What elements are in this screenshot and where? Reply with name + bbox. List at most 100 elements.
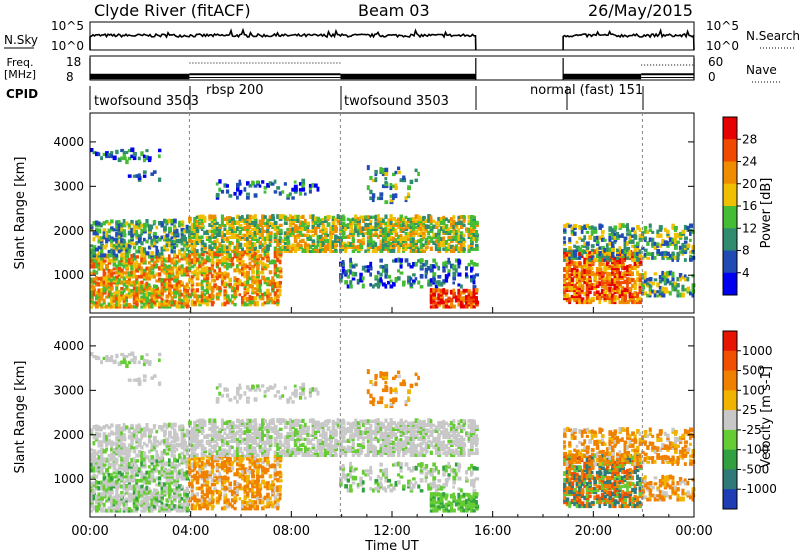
- power-cell-2686: [475, 262, 479, 267]
- velocity-cell-103: [107, 489, 112, 493]
- power-cell-1605: [258, 222, 263, 227]
- power-cell-441: [165, 267, 169, 271]
- power-cell-18: [92, 301, 96, 305]
- power-cell-934: [193, 260, 198, 265]
- power-cell-1290: [271, 299, 275, 305]
- power-cell-1801: [314, 226, 317, 231]
- power-cell-1052: [218, 267, 221, 273]
- power-cell-3135: [608, 275, 612, 281]
- power-cell-2460: [462, 237, 466, 241]
- power-cell-3503: [638, 238, 642, 242]
- velocity-cell-898: [142, 374, 147, 378]
- power-cell-2204: [399, 241, 403, 245]
- power-cell-2667: [457, 263, 461, 269]
- power-cell-3452: [616, 232, 619, 236]
- velocity-cell-69: [100, 463, 105, 467]
- power-cell-575: [95, 247, 99, 252]
- velocity-cell-840: [183, 454, 186, 460]
- power-cell-3222: [621, 262, 625, 267]
- power-cell-944: [195, 271, 200, 277]
- velocity-cell-35: [95, 494, 98, 499]
- power-cell-2045: [359, 239, 363, 243]
- power-cell-386: [158, 301, 162, 305]
- power-cell-1634: [266, 224, 271, 229]
- velocity-cell-647: [117, 447, 122, 452]
- power-cell-1451: [215, 221, 219, 225]
- velocity-cell-156: [115, 461, 119, 465]
- power-cell-3654: [656, 282, 661, 286]
- power-cell-1519: [236, 226, 239, 231]
- velocity-cell-711: [135, 424, 140, 428]
- power-cell-1061: [220, 276, 224, 281]
- power-cell-2620: [424, 267, 428, 273]
- velocity-cell-1137: [238, 472, 242, 477]
- velocity-cell-468: [170, 500, 174, 505]
- power-cell-2422: [452, 219, 456, 223]
- power-cell-2702: [379, 167, 383, 173]
- power-cell-477: [170, 257, 174, 263]
- power-cell-308: [142, 287, 147, 291]
- velocity-cell-611: [107, 458, 112, 462]
- power-cell-1127: [236, 267, 240, 273]
- power-cell-64: [100, 279, 104, 283]
- power-cell-1749: [298, 215, 303, 219]
- power-cell-1289: [268, 260, 272, 265]
- power-cell-1243: [258, 289, 262, 293]
- power-cell-1323: [276, 257, 280, 263]
- power-cell-695: [130, 227, 134, 232]
- power-cell-2949: [578, 288, 582, 293]
- velocity-cell-523: [180, 497, 184, 501]
- velocity-cell-1145: [241, 504, 245, 509]
- power-cell-1689: [283, 231, 288, 235]
- power-cell-745: [147, 224, 152, 228]
- power-cell-3702: [683, 288, 688, 292]
- velocity-cell-739: [145, 423, 149, 428]
- power-cell-436: [165, 281, 170, 287]
- power-cell-1227: [256, 281, 260, 285]
- velocity-cell-110: [107, 475, 112, 479]
- power-cell-3138: [608, 264, 612, 269]
- power-cell-1534: [241, 235, 245, 239]
- power-cell-2438: [457, 237, 461, 241]
- power-cell-129: [112, 291, 116, 295]
- power-cell-772: [160, 235, 164, 240]
- power-cell-1747: [298, 223, 303, 227]
- power-cell-1097: [228, 277, 232, 283]
- velocity-cell-952: [198, 474, 203, 479]
- power-cell-2738: [414, 178, 418, 183]
- power-cell-2195: [397, 245, 401, 249]
- freq-right-tick-bottom: 0: [708, 70, 716, 84]
- power-cell-239: [130, 264, 134, 269]
- velocity-cell-205: [125, 489, 129, 493]
- velocity-cell-996: [205, 474, 209, 479]
- velocity-cell-99: [107, 496, 111, 501]
- power-cell-3008: [588, 300, 593, 305]
- power-cell-2403: [449, 249, 454, 253]
- power-cell-206: [125, 280, 129, 285]
- power-cell-2882: [568, 285, 572, 291]
- power-cell-2091: [371, 233, 376, 237]
- power-cell-203: [125, 293, 128, 297]
- velocity-cell-777: [163, 442, 167, 446]
- power-cell-3661: [661, 293, 666, 298]
- velocity-cell-798: [170, 452, 174, 456]
- power-cell-620: [110, 239, 114, 244]
- velocity-cell-182: [120, 460, 124, 465]
- power-cell-353: [150, 270, 155, 275]
- power-cell-3: [90, 299, 94, 303]
- power-cell-578: [95, 229, 100, 234]
- power-cell-73: [102, 298, 106, 303]
- power-cell-2102: [374, 225, 379, 229]
- velocity-cell-279: [137, 486, 141, 491]
- power-cell-1593: [253, 214, 257, 219]
- power-cell-1973: [339, 221, 343, 225]
- velocity-cell-233: [130, 487, 134, 491]
- velocity-cell-516: [178, 470, 182, 475]
- power-cell-1022: [210, 261, 215, 265]
- power-cell-3460: [621, 233, 624, 238]
- velocity-cell-359: [152, 506, 157, 511]
- power-cell-3709: [691, 292, 695, 298]
- power-cell-2011: [351, 249, 356, 253]
- power-cell-3707: [686, 276, 690, 282]
- velocity-cell-32: [95, 505, 99, 509]
